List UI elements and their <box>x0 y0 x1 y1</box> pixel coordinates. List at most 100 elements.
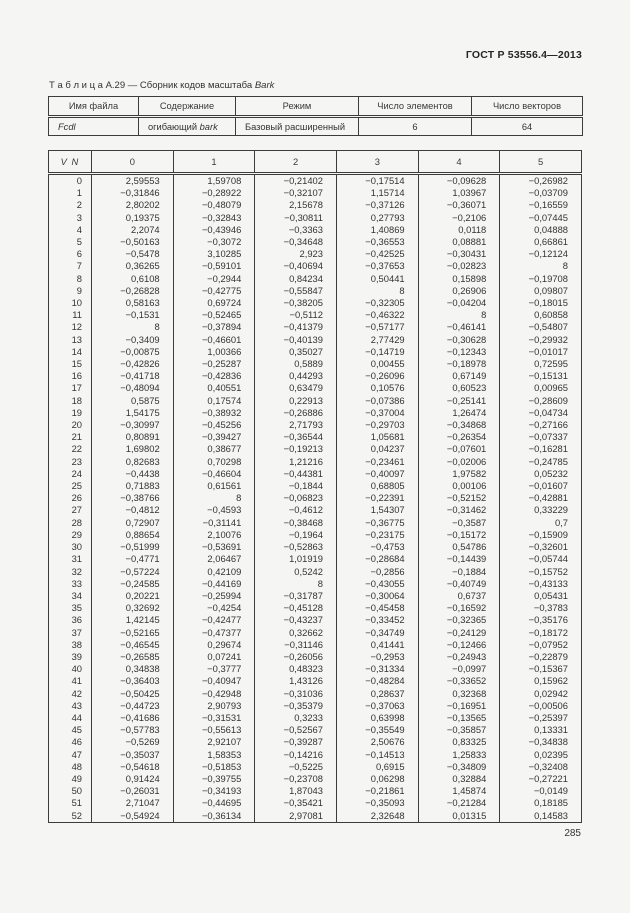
value-cell: −0,30431 <box>418 248 501 261</box>
row-index-cell: 38 <box>48 638 92 651</box>
value-cell: −0,51999 <box>91 541 174 554</box>
table-row: 48 −0,54618 −0,51853 −0,5225 0,6915 −0,34809−… <box>48 760 582 773</box>
row-index-cell: 18 <box>48 394 92 407</box>
value-cell: 0,08881 <box>418 236 501 249</box>
codebook-table-body: 0 2,59553 1,59708 −0,21402 −0,17514 −0,09628−… <box>48 173 582 823</box>
value-cell: −0,26585 <box>91 650 174 664</box>
value-cell: 0,20221 <box>91 589 174 603</box>
value-cell: −0,52863 <box>254 541 337 554</box>
standard-reference: ГОСТ Р 53556.4—2013 <box>465 49 582 61</box>
value-cell: 0,15962 <box>499 675 582 688</box>
value-cell: −0,54924 <box>91 809 174 823</box>
value-cell: 0,01315 <box>418 809 501 823</box>
row-index-cell: 20 <box>48 419 92 432</box>
value-cell: −0,21402 <box>254 173 337 188</box>
value-cell: 0,72595 <box>499 358 582 371</box>
value-cell: 8 <box>336 284 419 298</box>
row-index-cell: 13 <box>48 333 92 346</box>
value-cell: 0,82683 <box>91 455 174 468</box>
value-cell: 1,05681 <box>336 431 419 444</box>
row-index-cell: 44 <box>48 711 92 725</box>
page-number: 285 <box>564 828 581 839</box>
value-cell: 8 <box>254 577 337 590</box>
value-cell: −0,36134 <box>173 809 256 823</box>
value-cell: 0,38677 <box>173 443 256 456</box>
value-cell: −0,31141 <box>173 516 256 529</box>
value-cell: −0,3783 <box>499 602 582 615</box>
value-cell: −0,36553 <box>336 236 419 249</box>
value-cell: 0,80891 <box>91 431 174 444</box>
value-cell: −0,30811 <box>254 211 337 224</box>
value-cell: −0,46601 <box>173 333 256 346</box>
table-caption: Т а б л и ц а А.29 — Сборник кодов масшт… <box>49 80 274 91</box>
value-cell: −0,14513 <box>336 748 419 761</box>
value-cell: 0,19375 <box>91 211 174 224</box>
value-cell: 0,02942 <box>499 687 582 700</box>
value-cell: 0,15898 <box>418 272 501 285</box>
value-cell: −0,42881 <box>499 492 582 505</box>
value-cell: −0,38766 <box>91 492 174 505</box>
value-cell: −0,19213 <box>254 443 337 456</box>
table-row: 38 −0,46545 0,29674 −0,31146 0,41441 −0,12466… <box>48 638 582 651</box>
table-row: 32 −0,57224 0,42109 0,5242 −0,2856 −0,1884 −0,… <box>48 565 582 578</box>
row-index-cell: 41 <box>48 675 92 688</box>
value-cell: 2,923 <box>254 248 337 261</box>
value-cell: 0,66861 <box>499 236 582 249</box>
value-cell: −0,42775 <box>173 284 256 298</box>
value-cell: −0,4771 <box>91 553 174 566</box>
value-cell: −0,34193 <box>173 785 256 798</box>
table-row: 29 0,88654 2,10076 −0,1964 −0,23175 −0,15172−… <box>48 528 582 542</box>
table-row: 22 1,69802 0,38677 −0,19213 0,04237 −0,07601−… <box>48 443 582 456</box>
value-cell: −0,48094 <box>91 382 174 395</box>
value-cell: −0,25141 <box>418 394 501 407</box>
value-cell: −0,23175 <box>336 528 419 542</box>
value-cell: 1,00366 <box>173 345 256 359</box>
row-index-cell: 29 <box>48 528 92 542</box>
value-cell: −0,34749 <box>336 626 419 639</box>
table-row: 13 −0,3409 −0,46601 −0,40139 2,77429 −0,30628… <box>48 333 582 346</box>
value-cell: −0,4812 <box>91 504 174 517</box>
value-cell: −0,35176 <box>499 614 582 627</box>
value-cell: 0,70298 <box>173 455 256 468</box>
value-cell: −0,28684 <box>336 553 419 566</box>
value-cell: −0,37004 <box>336 406 419 420</box>
value-cell: 2,06467 <box>173 553 256 566</box>
value-cell: −0,48079 <box>173 199 256 212</box>
value-cell: −0,32601 <box>499 541 582 554</box>
table-row: 37 −0,52165 −0,47377 0,32662 −0,34749 −0,2412… <box>48 626 582 639</box>
value-cell: −0,2953 <box>336 650 419 664</box>
value-cell: −0,25287 <box>173 358 256 371</box>
value-cell: −0,4612 <box>254 504 337 517</box>
corner-header-cell: V N <box>48 150 92 175</box>
value-cell: −0,5225 <box>254 760 337 773</box>
value-cell: −0,32843 <box>173 211 256 224</box>
value-cell: −0,45458 <box>336 602 419 615</box>
value-cell: 8 <box>173 492 256 505</box>
table-row: 45 −0,57783 −0,55613 −0,52567 −0,35549 −0,358… <box>48 724 582 737</box>
value-cell: −0,31462 <box>418 504 501 517</box>
value-cell: −0,12466 <box>418 638 501 651</box>
value-cell: −0,44695 <box>173 797 256 810</box>
value-cell: −0,42525 <box>336 248 419 261</box>
value-cell: −0,4593 <box>173 504 256 517</box>
value-cell: 2,71793 <box>254 419 337 432</box>
row-index-cell: 2 <box>48 199 92 212</box>
value-cell: 1,54175 <box>91 406 174 420</box>
value-cell: 0,88654 <box>91 528 174 542</box>
value-cell: −0,16281 <box>499 443 582 456</box>
value-cell: −0,36071 <box>418 199 501 212</box>
table-row: 6 −0,5478 3,10285 2,923 −0,42525 −0,30431 −0,1… <box>48 248 582 261</box>
value-cell: −0,15131 <box>499 370 582 383</box>
value-cell: −0,52165 <box>91 626 174 639</box>
value-cell: 2,71047 <box>91 797 174 810</box>
value-cell: −0,24129 <box>418 626 501 639</box>
table-row: 10 0,58163 0,69724 −0,38205 −0,32305 −0,04204… <box>48 297 582 310</box>
value-cell: −0,46604 <box>173 467 256 481</box>
value-cell: 0,72907 <box>91 516 174 529</box>
value-cell: 1,26474 <box>418 406 501 420</box>
table-row: 39 −0,26585 0,07241 −0,26056 −0,2953 −0,24943… <box>48 650 582 664</box>
value-cell: −0,15752 <box>499 565 582 578</box>
row-index-cell: 5 <box>48 236 92 249</box>
value-cell: −0,42477 <box>173 614 256 627</box>
row-index-cell: 9 <box>48 284 92 298</box>
